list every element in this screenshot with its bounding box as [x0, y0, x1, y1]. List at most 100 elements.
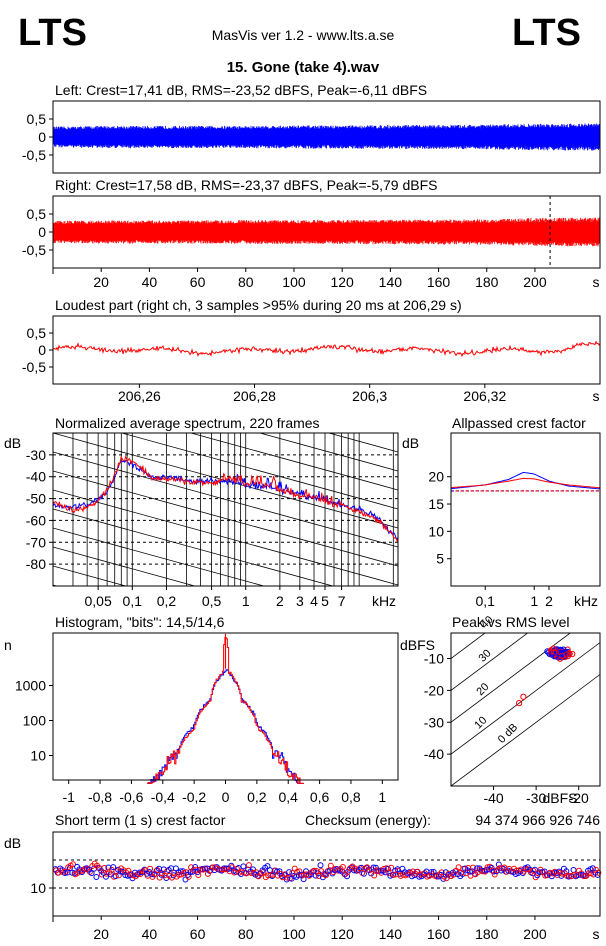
x-tick-label: -0,4: [151, 789, 175, 805]
short-term-panel: 10 20 40 60 80 100 120 140 160 180 200 s: [30, 831, 602, 942]
x-tick-label: 206,26: [118, 388, 161, 404]
short-term-point-left: [110, 864, 117, 871]
y-tick-label: 15: [428, 496, 444, 512]
y-tick-label: -30: [424, 714, 444, 730]
x-tick-label: 140: [379, 926, 403, 942]
x-tick-label: 100: [282, 274, 306, 290]
y-tick-label: -0,5: [22, 359, 46, 375]
y-tick-label: 0,5: [27, 206, 47, 222]
short-term-point-left: [471, 870, 478, 877]
x-tick-label: -0,8: [88, 789, 112, 805]
y-tick-label: -0,5: [22, 242, 46, 258]
short-term-point-right: [470, 864, 476, 871]
short-term-point-right: [245, 862, 252, 869]
short-term-point-left: [286, 869, 293, 876]
y-tick-label: 10: [428, 523, 444, 539]
spectrum-slope-line: [53, 451, 398, 548]
histogram-ylabel: n: [4, 637, 12, 653]
y-tick-label: -20: [424, 682, 444, 698]
spectrum-slope-line: [327, 433, 398, 453]
y-tick-label: 10: [30, 748, 46, 764]
spectrum-slope-line: [53, 546, 197, 586]
x-tick-label: 120: [330, 274, 354, 290]
peak-rms-xlabel: dBFS: [542, 790, 577, 806]
spectrum-slope-line: [189, 433, 398, 491]
allpassed-panel: 20 15 10 5 0,1 1 2 kHz: [428, 432, 601, 609]
short-term-point-right: [388, 864, 395, 871]
short-term-point-left: [117, 868, 124, 875]
short-term-point-left: [491, 868, 497, 875]
y-tick-label: 0: [38, 129, 46, 145]
spectrum-slope-line: [53, 565, 128, 586]
short-term-point-right: [70, 861, 76, 868]
x-tick-label: 180: [475, 926, 499, 942]
y-tick-label: -60: [26, 512, 46, 528]
peak-rms-plot: [451, 633, 600, 786]
short-term-point-left: [565, 873, 572, 880]
short-term-point-left: [344, 873, 350, 880]
short-term-point-left: [266, 867, 273, 874]
x-tick-label: 3: [296, 593, 304, 609]
waveform-trace: [52, 123, 601, 151]
x-tick-label: 0,5: [202, 593, 222, 609]
crest-diagonal-line: [451, 673, 600, 786]
checksum-value: 94 374 966 926 746: [475, 812, 600, 828]
x-tick-label: 0: [222, 789, 230, 805]
allpassed-trace-right: [450, 477, 600, 489]
spectrum-slope-line: [53, 300, 398, 395]
short-term-ylabel: dB: [4, 835, 21, 851]
plot-frame: [450, 432, 601, 587]
crest-line-label: 10: [472, 714, 489, 731]
x-tick-label: 0,8: [341, 789, 361, 805]
x-tick-label: 0,2: [157, 593, 177, 609]
crest-line-label: 20: [474, 681, 491, 698]
x-tick-label: 0,6: [310, 789, 330, 805]
short-term-point-left: [93, 874, 100, 880]
peak-rms-point: [566, 650, 573, 658]
y-tick-label: 0: [38, 342, 46, 358]
allpassed-title: Allpassed crest factor: [452, 415, 586, 431]
x-tick-label: 0,1: [123, 593, 143, 609]
logo-right: LTS: [512, 12, 581, 54]
x-tick-label: 206,32: [463, 388, 506, 404]
short-term-point-left: [192, 864, 199, 870]
y-tick-label: 0: [38, 224, 46, 240]
x-tick-label: 0,1: [476, 593, 496, 609]
x-tick-label: 160: [427, 926, 451, 942]
peak-rms-point: [551, 649, 558, 656]
y-tick-label: 0,5: [27, 325, 47, 341]
x-tick-label: -40: [483, 790, 503, 806]
peak-rms-outlier: [520, 693, 527, 700]
x-tick-label: 40: [142, 926, 158, 942]
short-term-point-left: [317, 862, 324, 869]
track-title: 15. Gone (take 4).wav: [227, 59, 380, 76]
spectrum-slope-line: [120, 433, 398, 510]
short-term-point-left: [466, 868, 473, 875]
x-tick-label: 1: [378, 789, 386, 805]
x-tick-label: 4: [310, 593, 318, 609]
peak-rms-point: [569, 650, 576, 658]
short-term-point-left: [240, 863, 247, 870]
short-term-point-left: [295, 872, 302, 879]
short-term-point-right: [455, 864, 462, 871]
short-term-point-right: [371, 872, 378, 879]
short-term-point-right: [101, 865, 108, 871]
spectrum-slope-line: [53, 527, 266, 586]
plot-frame: [52, 432, 399, 587]
x-unit-label: s: [593, 388, 600, 404]
y-tick-label: 20: [428, 469, 444, 485]
peak-rms-point: [563, 651, 570, 658]
loudest-part-panel: 0,50-0,5 206,26 206,28 206,3 206,32 s: [22, 315, 601, 404]
x-unit-label: s: [593, 926, 600, 942]
x-tick-label: 200: [523, 926, 547, 942]
x-tick-label: 200: [523, 274, 547, 290]
spectrum-slope-line: [53, 489, 398, 586]
checksum-label: Checksum (energy):: [305, 812, 431, 828]
x-tick-label: 5: [321, 593, 329, 609]
short-term-point-right: [294, 869, 301, 875]
loudest-part-title: Loudest part (right ch, 3 samples >95% d…: [55, 297, 462, 313]
loudest-trace: [52, 340, 601, 358]
x-unit-label: kHz: [574, 593, 598, 609]
